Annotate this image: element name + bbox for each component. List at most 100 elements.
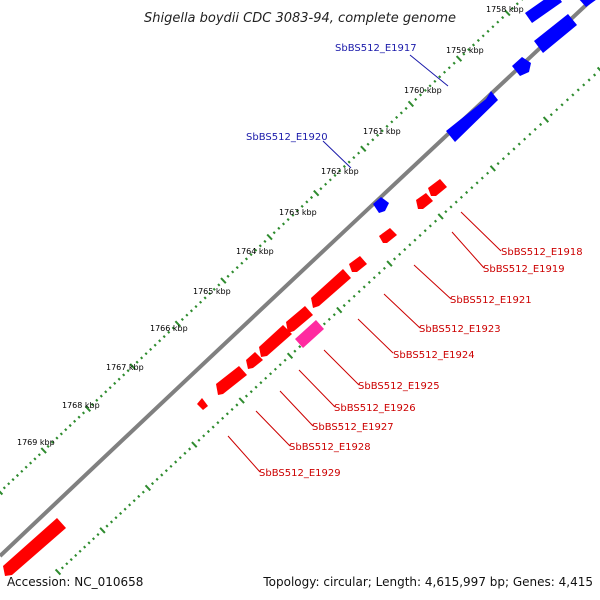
outer-tick-mark <box>291 213 295 217</box>
inner-tick-mark <box>403 248 407 252</box>
inner-tick-mark <box>352 294 356 298</box>
inner-tick-mark <box>512 147 516 151</box>
reverse-gene-arrow[interactable] <box>416 193 433 209</box>
reverse-gene-arrow[interactable] <box>379 228 397 243</box>
outer-tick-mark <box>309 195 314 200</box>
outer-tick-mark <box>153 343 157 347</box>
forward-gene-arrow[interactable] <box>446 91 498 142</box>
inner-tick-mark <box>433 219 438 223</box>
inner-tick-mark <box>372 276 376 280</box>
outer-tick-mark <box>357 151 361 155</box>
inner-tick-mark <box>587 78 591 82</box>
outer-tick-track <box>0 0 524 496</box>
gene-label-e1929[interactable]: SbBS512_E1929 <box>259 468 341 479</box>
gene-label-e1920[interactable]: SbBS512_E1920 <box>246 132 328 143</box>
outer-tick-mark <box>414 97 418 101</box>
outer-tick-mark <box>2 486 6 490</box>
inner-tick-track <box>54 66 600 576</box>
gene-label-e1921[interactable]: SbBS512_E1921 <box>450 295 532 306</box>
inner-tick-mark <box>576 88 580 92</box>
tick-label-1769: 1769 kbp <box>17 438 55 447</box>
outer-tick-mark <box>462 52 466 56</box>
gene-label-e1923[interactable]: SbBS512_E1923 <box>419 324 501 335</box>
reverse-gene-arrow[interactable] <box>197 398 208 410</box>
outer-tick-mark <box>496 20 500 24</box>
outer-tick-mark <box>333 173 337 177</box>
inner-tick-mark <box>286 352 294 359</box>
reverse-gene-arrow[interactable] <box>428 179 447 196</box>
outer-tick-mark <box>126 369 130 373</box>
outer-tick-mark <box>231 270 235 274</box>
tick-label-1761: 1761 kbp <box>363 127 401 136</box>
outer-tick-mark <box>447 66 451 70</box>
outer-tick-mark <box>59 432 63 436</box>
outer-tick-mark <box>504 9 511 17</box>
gene-label-e1917[interactable]: SbBS512_E1917 <box>335 43 417 54</box>
outer-tick-mark <box>185 313 189 317</box>
reverse-gene-arrow[interactable] <box>311 269 351 308</box>
forward-gene-arrow[interactable] <box>578 0 600 7</box>
outer-tick-mark <box>313 189 320 197</box>
outer-tick-mark <box>438 75 442 79</box>
inner-tick-mark <box>459 195 463 199</box>
outer-tick-mark <box>338 169 342 173</box>
forward-gene-arrow[interactable] <box>534 14 577 53</box>
tick-label-1758: 1758 kbp <box>486 5 524 14</box>
outer-tick-mark <box>28 461 33 465</box>
reverse-gene-arrow[interactable] <box>3 518 66 576</box>
gene-label-e1927[interactable]: SbBS512_E1927 <box>312 422 394 433</box>
inner-tick-mark <box>392 257 397 261</box>
forward-gene-arrow[interactable] <box>525 0 562 23</box>
inner-tick-mark <box>74 553 78 557</box>
inner-tick-mark <box>332 313 336 317</box>
outer-tick-mark <box>254 248 258 252</box>
gene-labels: SbBS512_E1917 SbBS512_E1920 SbBS512_E191… <box>246 43 583 479</box>
inner-tick-mark <box>83 545 87 549</box>
outer-tick-mark <box>149 347 153 351</box>
gene-label-e1925[interactable]: SbBS512_E1925 <box>358 381 440 392</box>
gene-label-e1924[interactable]: SbBS512_E1924 <box>393 350 475 361</box>
gene-label-e1918[interactable]: SbBS512_E1918 <box>501 247 583 258</box>
outer-tick-mark <box>300 204 304 208</box>
outer-tick-mark <box>515 2 519 6</box>
reverse-gene-arrow[interactable] <box>349 256 367 272</box>
inner-tick-mark <box>413 238 417 242</box>
outer-tick-mark <box>281 222 286 226</box>
inner-tick-mark <box>141 490 145 494</box>
outer-tick-mark <box>220 277 227 284</box>
forward-gene-arrow[interactable] <box>373 197 389 213</box>
outer-tick-mark <box>380 129 384 133</box>
inner-tick-mark <box>144 484 152 492</box>
gene-label-e1926[interactable]: SbBS512_E1926 <box>334 403 416 414</box>
inner-tick-mark <box>428 224 432 228</box>
tick-label-1768: 1768 kbp <box>62 401 100 410</box>
reverse-gene-arrow[interactable] <box>216 366 247 395</box>
inner-tick-mark <box>298 345 302 349</box>
inner-tick-mark <box>105 524 109 528</box>
tick-label-1765: 1765 kbp <box>193 287 231 296</box>
forward-gene-arrow[interactable] <box>512 57 531 76</box>
genome-summary-text: Topology: circular; Length: 4,615,997 bp… <box>262 575 593 589</box>
reverse-gene-arrow[interactable] <box>246 352 263 369</box>
outer-tick-mark <box>217 283 221 287</box>
inner-tick-mark <box>235 403 239 407</box>
highlight-gene-arrow[interactable] <box>295 320 324 348</box>
tick-label-1759: 1759 kbp <box>446 46 484 55</box>
inner-tick-mark <box>216 421 220 425</box>
outer-tick-mark <box>198 300 203 304</box>
outer-tick-mark <box>240 261 244 265</box>
outer-tick-mark <box>328 178 332 182</box>
outer-tick-mark <box>113 381 117 385</box>
outer-tick-mark <box>352 156 356 160</box>
inner-tick-mark <box>496 162 500 166</box>
accession-text: Accession: NC_010658 <box>7 575 143 589</box>
gene-label-e1928[interactable]: SbBS512_E1928 <box>289 442 371 453</box>
gene-label-e1919[interactable]: SbBS512_E1919 <box>483 264 565 275</box>
outer-tick-mark <box>244 257 249 261</box>
outer-tick-mark <box>423 88 427 92</box>
reverse-gene-arrow[interactable] <box>286 306 313 333</box>
inner-tick-mark <box>327 317 331 321</box>
reverse-gene-arrow[interactable] <box>259 325 292 357</box>
forward-strand-genes <box>373 0 600 213</box>
